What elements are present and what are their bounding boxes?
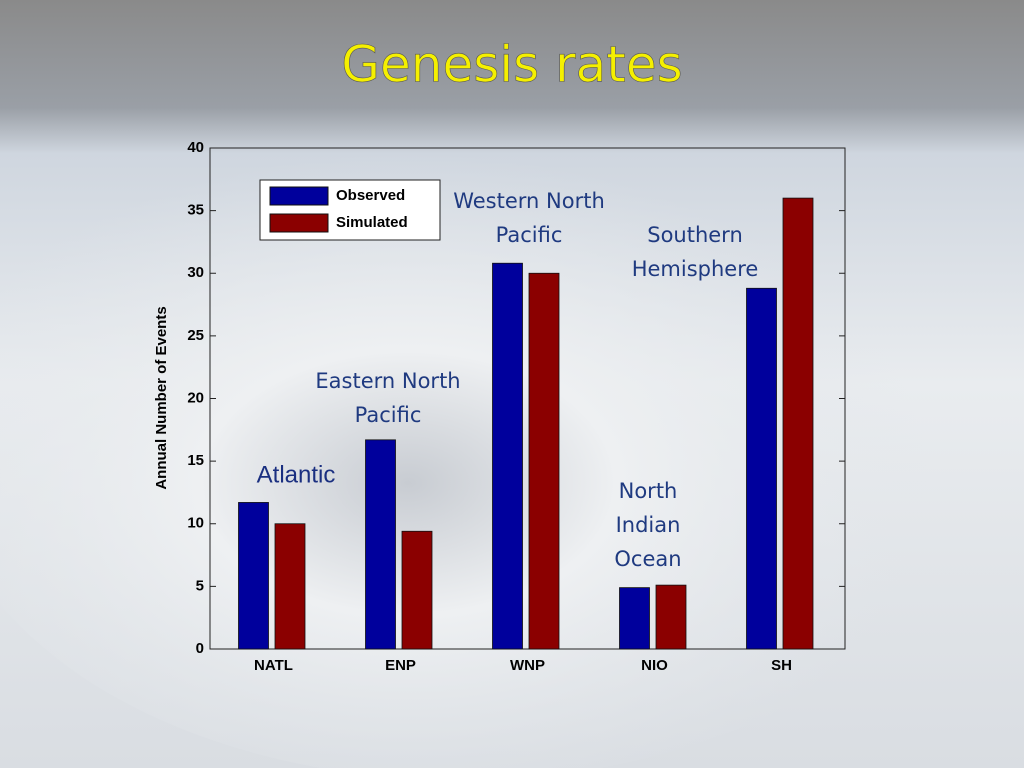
annotation: Pacific (496, 223, 563, 247)
x-tick-label: SH (771, 657, 792, 674)
y-tick-label: 40 (187, 139, 204, 156)
bar (401, 530, 433, 650)
bar (782, 197, 814, 650)
x-tick-label: ENP (385, 657, 416, 674)
annotation: Pacific (355, 403, 422, 427)
annotation: Atlantic (257, 461, 336, 488)
bar (619, 587, 650, 650)
x-tick-label: NIO (641, 657, 668, 674)
bar (492, 262, 523, 650)
slide-title: Genesis rates (341, 36, 682, 94)
annotation: Ocean (614, 547, 681, 571)
bar (528, 272, 560, 650)
y-tick-label: 0 (196, 640, 204, 657)
annotation: Southern (647, 223, 743, 247)
annotation: North (619, 479, 678, 503)
legend-swatch (269, 213, 329, 233)
y-tick-label: 30 (187, 264, 204, 281)
annotation: Hemisphere (632, 257, 759, 281)
legend-swatch (269, 186, 329, 206)
bar (238, 502, 269, 650)
bar (746, 287, 777, 650)
legend-label: Simulated (336, 214, 408, 231)
y-tick-label: 20 (187, 389, 204, 406)
annotation: Indian (616, 513, 681, 537)
bar (274, 523, 306, 650)
y-tick-label: 10 (187, 515, 204, 532)
bar (365, 439, 396, 650)
y-axis-label: Annual Number of Events (153, 306, 170, 489)
y-tick-label: 25 (187, 327, 204, 344)
annotation: Western North (453, 189, 605, 213)
y-tick-label: 5 (196, 577, 204, 594)
bar (655, 584, 687, 650)
x-tick-label: NATL (254, 657, 293, 674)
annotation: Eastern North (315, 369, 460, 393)
x-tick-label: WNP (510, 657, 545, 674)
y-tick-label: 35 (187, 202, 204, 219)
legend-label: Observed (336, 187, 405, 204)
y-tick-label: 15 (187, 452, 204, 469)
